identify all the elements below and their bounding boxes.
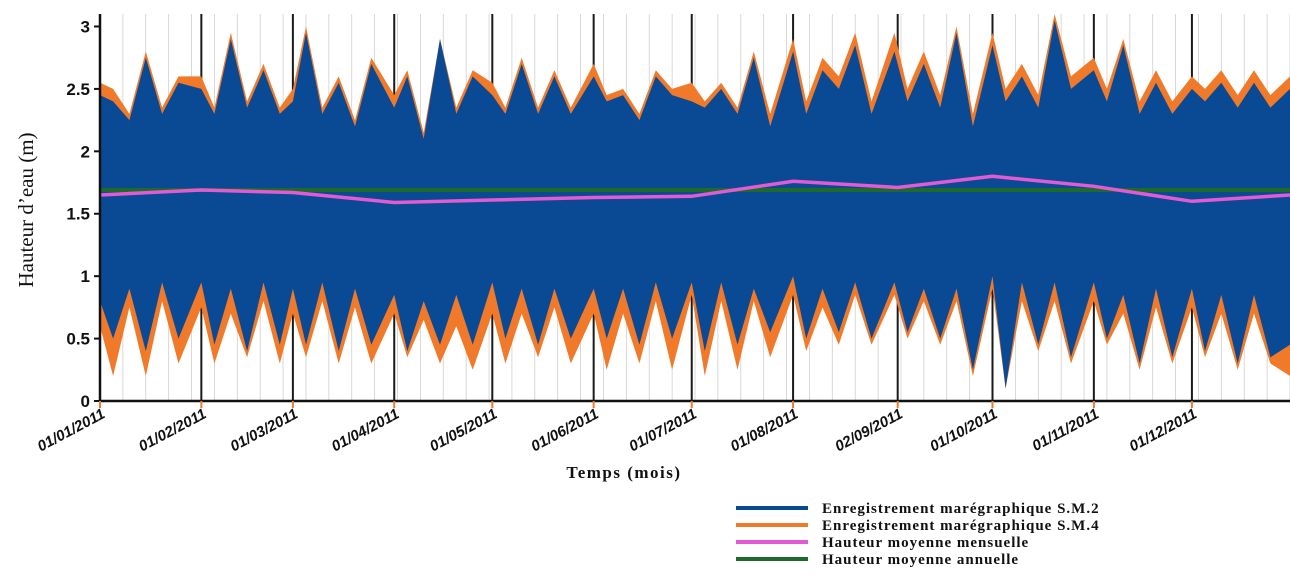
legend-entry: Hauteur moyenne mensuelle <box>822 535 1029 551</box>
x-tick-label: 01/01/2011 <box>35 406 108 456</box>
y-tick-label: 3 <box>81 17 90 36</box>
y-axis-label: Hauteur d’eau (m) <box>14 132 38 287</box>
series-area <box>99 14 1290 389</box>
legend-entry: Enregistrement marégraphique S.M.2 <box>822 501 1100 517</box>
axes <box>98 14 1290 403</box>
y-tick-label: 2 <box>81 142 90 161</box>
legend: Enregistrement marégraphique S.M.2Enregi… <box>736 501 1100 568</box>
y-tick-label: 2.5 <box>66 80 90 99</box>
series-sm2-band <box>100 20 1290 389</box>
series-monthly-mean-line <box>99 174 1290 205</box>
x-tick-label: 01/12/2011 <box>1127 406 1200 456</box>
y-tick-label: 0.5 <box>66 330 90 349</box>
y-tick-label: 1.5 <box>66 205 90 224</box>
legend-entry: Hauteur moyenne annuelle <box>822 552 1019 568</box>
x-tick-label: 01/05/2011 <box>427 406 500 456</box>
x-tick-label: 01/11/2011 <box>1029 406 1101 455</box>
x-ticks: 01/01/2011 01/02/2011 01/03/2011 01/04/2011… <box>35 401 1200 455</box>
y-tick-label: 1 <box>81 267 90 286</box>
x-tick-label: 01/10/2011 <box>927 406 1000 456</box>
x-tick-label: 01/06/2011 <box>528 406 601 456</box>
x-tick-label: 01/07/2011 <box>626 406 699 456</box>
x-tick-label: 02/09/2011 <box>832 406 905 456</box>
y-tick-label: 0 <box>81 392 90 411</box>
x-tick-label: 01/02/2011 <box>136 406 209 456</box>
x-tick-label: 01/08/2011 <box>728 406 801 456</box>
x-tick-label: 01/04/2011 <box>329 406 402 456</box>
y-ticks: 0 0.5 1 1.5 2 2.5 3 <box>66 17 100 411</box>
legend-entry: Enregistrement marégraphique S.M.4 <box>822 518 1100 534</box>
x-tick-label: 01/03/2011 <box>227 406 300 456</box>
x-axis-label: Temps (mois) <box>566 463 681 482</box>
